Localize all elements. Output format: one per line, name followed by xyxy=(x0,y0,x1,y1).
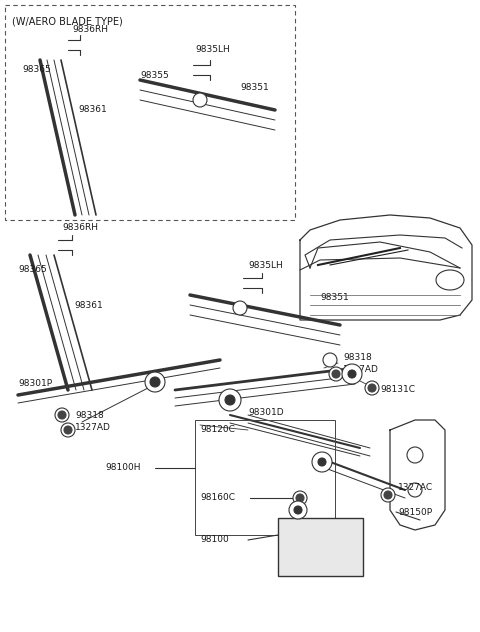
Ellipse shape xyxy=(145,372,165,392)
Ellipse shape xyxy=(55,408,69,422)
Ellipse shape xyxy=(381,488,395,502)
Bar xyxy=(5,5,295,220)
Ellipse shape xyxy=(61,423,75,437)
Ellipse shape xyxy=(64,426,72,434)
Text: 98160C: 98160C xyxy=(200,494,235,502)
Text: 98355: 98355 xyxy=(140,71,169,80)
Ellipse shape xyxy=(329,367,343,381)
Ellipse shape xyxy=(58,411,66,419)
Text: 98361: 98361 xyxy=(74,300,103,310)
Ellipse shape xyxy=(408,483,422,497)
Ellipse shape xyxy=(368,384,376,392)
Ellipse shape xyxy=(365,381,379,395)
Bar xyxy=(278,518,363,576)
Text: 98361: 98361 xyxy=(78,106,107,114)
Ellipse shape xyxy=(150,377,160,387)
Text: 98301D: 98301D xyxy=(248,408,284,417)
Ellipse shape xyxy=(225,395,235,405)
Text: 1327AD: 1327AD xyxy=(75,423,111,432)
Ellipse shape xyxy=(296,494,304,502)
Ellipse shape xyxy=(323,353,337,367)
Ellipse shape xyxy=(348,370,356,378)
Text: 9835LH: 9835LH xyxy=(195,46,230,54)
Ellipse shape xyxy=(294,506,302,514)
Text: 9836RH: 9836RH xyxy=(72,25,108,35)
Ellipse shape xyxy=(193,93,207,107)
Ellipse shape xyxy=(293,491,307,505)
Ellipse shape xyxy=(332,370,340,378)
Text: 98365: 98365 xyxy=(22,66,51,75)
Text: 98351: 98351 xyxy=(240,83,269,92)
Ellipse shape xyxy=(233,301,247,315)
Text: 98100: 98100 xyxy=(200,535,229,545)
Ellipse shape xyxy=(219,389,241,411)
Text: 9836RH: 9836RH xyxy=(62,224,98,233)
Text: 98120C: 98120C xyxy=(200,425,235,435)
Text: 1327AC: 1327AC xyxy=(398,483,433,492)
Ellipse shape xyxy=(342,364,362,384)
Ellipse shape xyxy=(312,452,332,472)
Text: 98365: 98365 xyxy=(18,265,47,274)
Text: 98301P: 98301P xyxy=(18,379,52,388)
Text: (W/AERO BLADE TYPE): (W/AERO BLADE TYPE) xyxy=(12,17,123,27)
Ellipse shape xyxy=(384,491,392,499)
Ellipse shape xyxy=(407,447,423,463)
Text: 98318: 98318 xyxy=(75,411,104,420)
Text: 9835LH: 9835LH xyxy=(248,260,283,269)
Ellipse shape xyxy=(289,501,307,519)
Text: 98351: 98351 xyxy=(320,293,349,303)
Ellipse shape xyxy=(318,458,326,466)
Text: 98100H: 98100H xyxy=(105,463,141,473)
Text: 98131C: 98131C xyxy=(380,386,415,394)
Bar xyxy=(195,420,335,535)
Text: 98318: 98318 xyxy=(343,353,372,363)
Text: 1327AD: 1327AD xyxy=(343,365,379,375)
Text: 98150P: 98150P xyxy=(398,508,432,517)
